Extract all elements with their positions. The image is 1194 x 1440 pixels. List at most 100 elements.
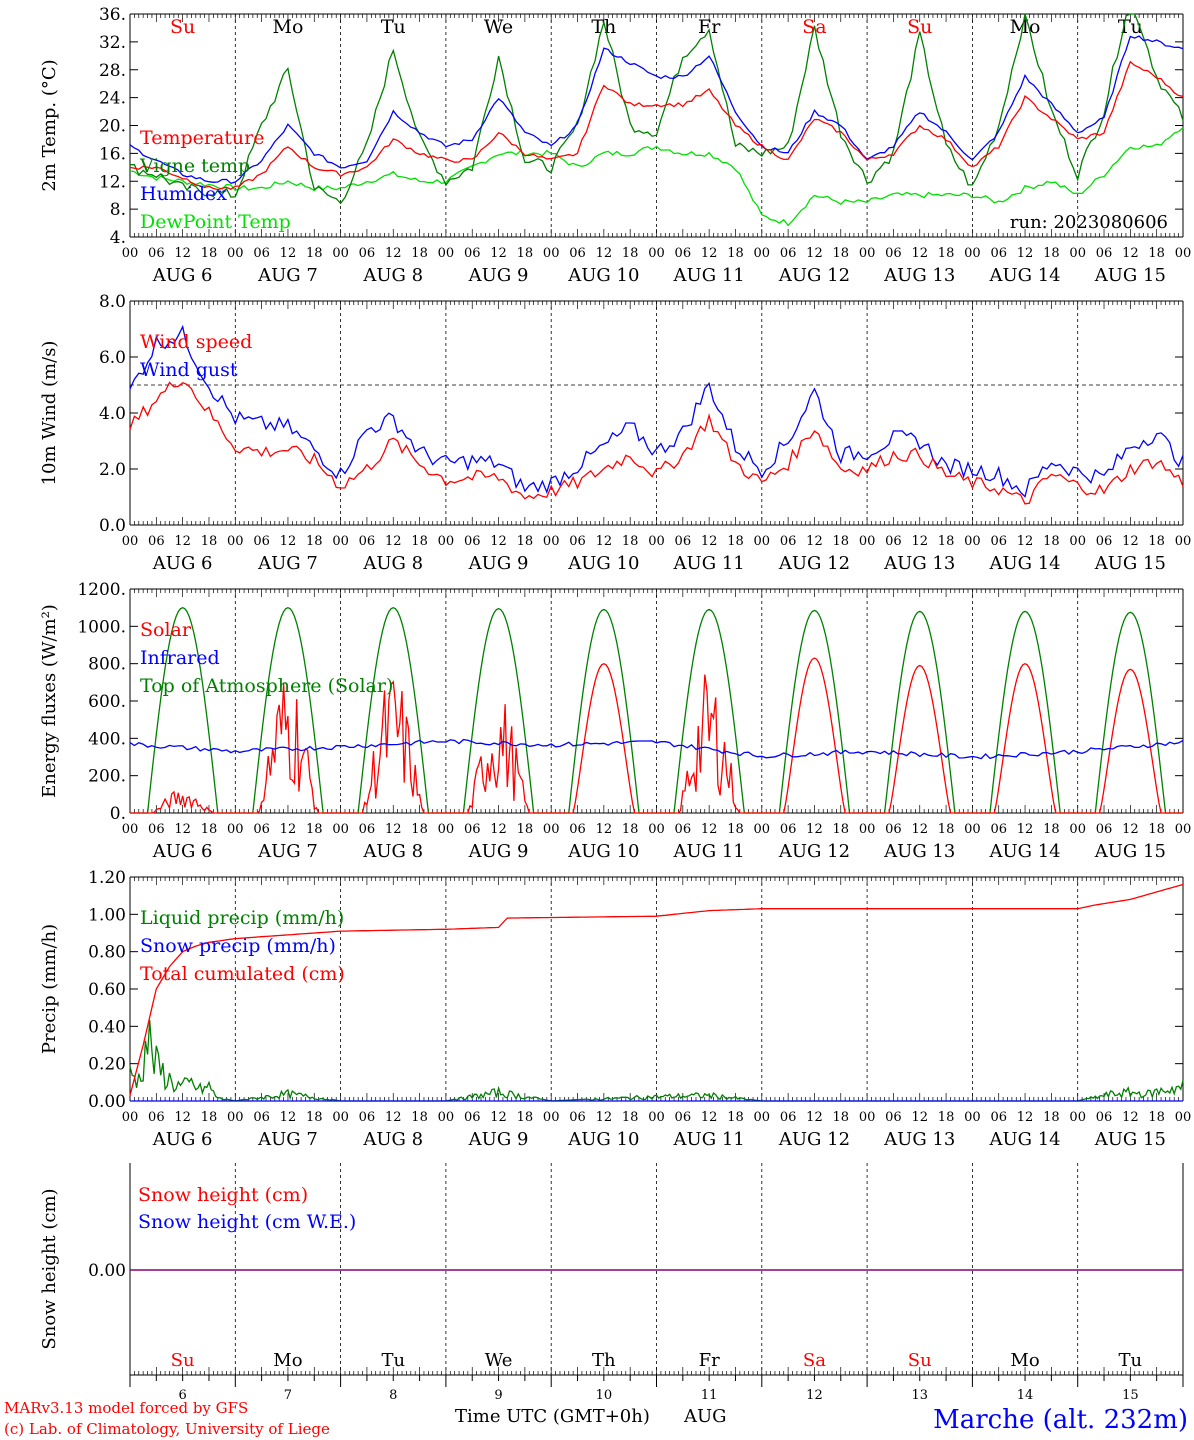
- x-tick-label: 00: [648, 822, 665, 837]
- x-tick-label: 00: [332, 534, 349, 549]
- legend-entry: Total cumulated (cm): [140, 963, 345, 985]
- y-tick-label: 24.: [99, 89, 126, 109]
- x-tick-label: 00: [1175, 246, 1192, 261]
- x-tick-label: 12: [174, 246, 191, 261]
- x-tick-label: 00: [964, 246, 981, 261]
- series-line-solar: [130, 657, 1183, 814]
- x-axis-title: Time UTC (GMT+0h): [455, 1406, 650, 1427]
- series-line-wind-gust: [129, 324, 1184, 498]
- x-tick-label: 18: [1043, 822, 1060, 837]
- x-tick-label: 00: [332, 246, 349, 261]
- day-abbr-label: Sa: [803, 1350, 826, 1371]
- series-line-infrared: [129, 738, 1184, 760]
- y-tick-label: 2.0: [99, 460, 126, 480]
- x-tick-label: 18: [1148, 822, 1165, 837]
- x-tick-label: 06: [885, 534, 902, 549]
- x-tick-label: 18: [201, 822, 218, 837]
- x-tick-label: 12: [1017, 1110, 1034, 1125]
- x-tick-label: 00: [227, 534, 244, 549]
- x-tick-label: 00: [543, 534, 560, 549]
- x-date-label: AUG 6: [152, 265, 213, 286]
- x-tick-label: 06: [253, 822, 270, 837]
- y-axis-title: Snow height (cm): [39, 1188, 60, 1349]
- x-tick-label: 00: [1069, 246, 1086, 261]
- series-line-wind-speed: [129, 381, 1184, 505]
- x-tick-label: 00: [1175, 1110, 1192, 1125]
- x-tick-label: 18: [938, 246, 955, 261]
- x-tick-label: 00: [964, 1110, 981, 1125]
- y-axis-title: 10m Wind (m/s): [39, 341, 60, 486]
- x-tick-label: 00: [543, 1110, 560, 1125]
- x-date-label: AUG 14: [988, 1129, 1060, 1150]
- x-tick-label: 00: [754, 822, 771, 837]
- legend-entry: Snow height (cm W.E.): [138, 1211, 356, 1233]
- x-date-label: AUG 11: [673, 841, 745, 862]
- x-tick-label: 06: [675, 534, 692, 549]
- x-tick-label: 18: [833, 822, 850, 837]
- x-tick-label: 06: [464, 822, 481, 837]
- x-tick-label: 12: [385, 1110, 402, 1125]
- x-tick-label: 06: [885, 246, 902, 261]
- x-tick-label: 12: [174, 1110, 191, 1125]
- x-tick-label: 00: [122, 534, 139, 549]
- run-label: run: 2023080606: [1010, 212, 1168, 233]
- x-date-label: AUG 10: [567, 841, 639, 862]
- x-tick-label: 06: [990, 534, 1007, 549]
- x-tick-label: 18: [411, 1110, 428, 1125]
- x-tick-label: 00: [648, 246, 665, 261]
- x-tick-label: 18: [1043, 534, 1060, 549]
- x-tick-label: 12: [701, 246, 718, 261]
- x-tick-label: 18: [411, 822, 428, 837]
- x-date-label: AUG 7: [257, 1129, 318, 1150]
- x-tick-label: 18: [833, 1110, 850, 1125]
- x-tick-label: 12: [490, 246, 507, 261]
- legend-entry: Temperature: [140, 127, 264, 149]
- day-number-label: 12: [806, 1388, 823, 1403]
- x-date-label: AUG 15: [1094, 1129, 1166, 1150]
- day-abbr-label: Su: [171, 1350, 195, 1371]
- x-tick-label: 18: [727, 1110, 744, 1125]
- day-number-label: 14: [1017, 1388, 1034, 1403]
- x-tick-label: 12: [490, 534, 507, 549]
- legend-entry: Liquid precip (mm/h): [140, 907, 344, 929]
- series-line-humidex: [129, 35, 1184, 185]
- x-tick-label: 12: [596, 534, 613, 549]
- y-tick-label: 36.: [99, 5, 126, 25]
- day-abbr-label: Mo: [272, 16, 303, 38]
- x-date-label: AUG 12: [778, 553, 850, 574]
- x-tick-label: 12: [385, 534, 402, 549]
- x-tick-label: 06: [253, 1110, 270, 1125]
- x-date-label: AUG 8: [362, 1129, 423, 1150]
- y-tick-label: 0.00: [88, 1261, 126, 1281]
- day-abbr-label: Th: [591, 16, 616, 38]
- x-tick-label: 00: [1069, 822, 1086, 837]
- x-tick-label: 00: [964, 534, 981, 549]
- x-tick-label: 18: [201, 1110, 218, 1125]
- x-tick-label: 06: [780, 822, 797, 837]
- x-tick-label: 12: [1122, 246, 1139, 261]
- x-tick-label: 12: [806, 534, 823, 549]
- x-date-label: AUG 10: [567, 1129, 639, 1150]
- x-tick-label: 18: [517, 1110, 534, 1125]
- x-tick-label: 18: [1043, 246, 1060, 261]
- x-tick-label: 00: [122, 246, 139, 261]
- x-tick-label: 00: [543, 822, 560, 837]
- x-tick-label: 12: [806, 1110, 823, 1125]
- y-tick-label: 28.: [99, 61, 126, 81]
- x-tick-label: 18: [938, 534, 955, 549]
- x-tick-label: 12: [806, 822, 823, 837]
- x-tick-label: 18: [1043, 1110, 1060, 1125]
- legend-entry: Top of Atmosphere (Solar): [140, 675, 393, 697]
- x-date-label: AUG 8: [362, 265, 423, 286]
- x-tick-label: 06: [1096, 534, 1113, 549]
- x-tick-label: 06: [464, 1110, 481, 1125]
- legend-entry: Humidex: [140, 183, 227, 205]
- x-tick-label: 18: [938, 1110, 955, 1125]
- x-date-label: AUG 9: [468, 265, 529, 286]
- y-tick-label: 800.: [88, 655, 126, 675]
- day-number-label: 7: [284, 1388, 292, 1403]
- x-tick-label: 18: [517, 246, 534, 261]
- x-date-label: AUG 9: [468, 1129, 529, 1150]
- x-date-label: AUG 6: [152, 1129, 213, 1150]
